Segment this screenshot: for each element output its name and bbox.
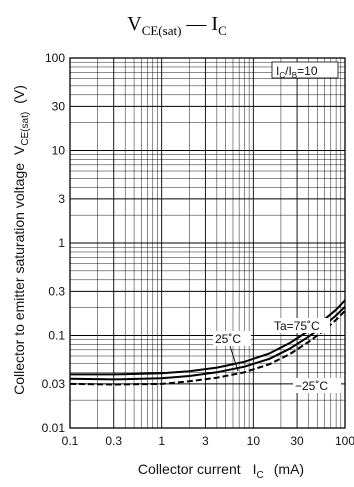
y-tick-label: 0.03 (42, 377, 66, 391)
y-tick-label: 0.3 (48, 284, 65, 298)
series-annotations: Ta=75˚C 25˚C −25˚C (213, 318, 341, 393)
y-tick-labels: 0.01 0.03 0.1 0.3 1 3 10 30 100 (42, 51, 66, 435)
y-tick-label: 0.1 (48, 329, 65, 343)
x-tick-label: 100 (335, 434, 354, 448)
y-tick-label: 3 (58, 192, 65, 206)
y-tick-label: 100 (45, 51, 65, 65)
label-25c-leader (229, 345, 239, 372)
y-tick-label: 0.01 (42, 421, 66, 435)
svg-text:IC/IB=10: IC/IB=10 (276, 64, 318, 80)
x-tick-label: 0.1 (62, 434, 79, 448)
x-tick-label: 30 (290, 434, 304, 448)
y-axis-label: Collector to emitter saturation voltageV… (11, 85, 31, 395)
label-minus-25c: −25˚C (295, 379, 328, 393)
y-tick-label: 10 (52, 144, 66, 158)
series-lines (69, 299, 346, 386)
series-line-0 (70, 299, 346, 376)
y-tick-label: 30 (52, 99, 66, 113)
x-tick-labels: 0.1 0.3 1 3 10 30 100 (62, 434, 354, 448)
y-tick-label: 1 (58, 236, 65, 250)
x-tick-label: 0.3 (105, 434, 122, 448)
x-tick-label: 10 (247, 434, 261, 448)
grid-lines (69, 58, 345, 429)
series-line-2 (69, 310, 346, 386)
condition-label: IC/IB=10 (271, 61, 339, 80)
chart-title: VCE(sat) — IC (127, 13, 227, 38)
label-ta-75c: Ta=75˚C (274, 319, 320, 333)
x-axis-label: Collector current IC (mA) (138, 461, 304, 481)
x-tick-label: 3 (202, 434, 209, 448)
plot-frame (69, 57, 346, 429)
label-25c: 25˚C (215, 332, 241, 346)
x-tick-label: 1 (158, 434, 165, 448)
plot-area (69, 57, 346, 429)
